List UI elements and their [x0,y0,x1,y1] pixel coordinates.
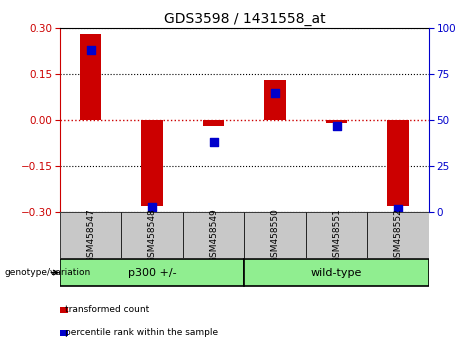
Point [148,204,156,210]
Point [210,139,217,145]
Bar [264,80,286,120]
Bar [326,120,347,124]
Bar [367,212,429,258]
Text: GSM458550: GSM458550 [271,208,279,263]
Text: p300 +/-: p300 +/- [128,268,177,278]
Bar [60,212,121,258]
Bar [387,120,409,206]
Text: GSM458547: GSM458547 [86,208,95,263]
Bar [142,120,163,206]
Bar [60,259,244,286]
Point [87,47,95,53]
Point [333,123,340,129]
Bar [80,34,101,120]
Title: GDS3598 / 1431558_at: GDS3598 / 1431558_at [164,12,325,26]
Text: percentile rank within the sample: percentile rank within the sample [65,328,218,337]
Bar [121,212,183,258]
Text: genotype/variation: genotype/variation [5,268,91,277]
Text: GSM458552: GSM458552 [394,208,402,263]
Bar [203,120,225,126]
Text: GSM458551: GSM458551 [332,208,341,263]
Point [272,90,279,96]
Bar [244,259,429,286]
Bar [244,212,306,258]
Bar [60,307,68,313]
Text: GSM458548: GSM458548 [148,208,157,263]
Text: wild-type: wild-type [311,268,362,278]
Point [394,206,402,212]
Bar [60,330,68,336]
Bar [306,212,367,258]
Text: GSM458549: GSM458549 [209,208,218,263]
Bar [183,212,244,258]
Text: transformed count: transformed count [65,305,149,314]
